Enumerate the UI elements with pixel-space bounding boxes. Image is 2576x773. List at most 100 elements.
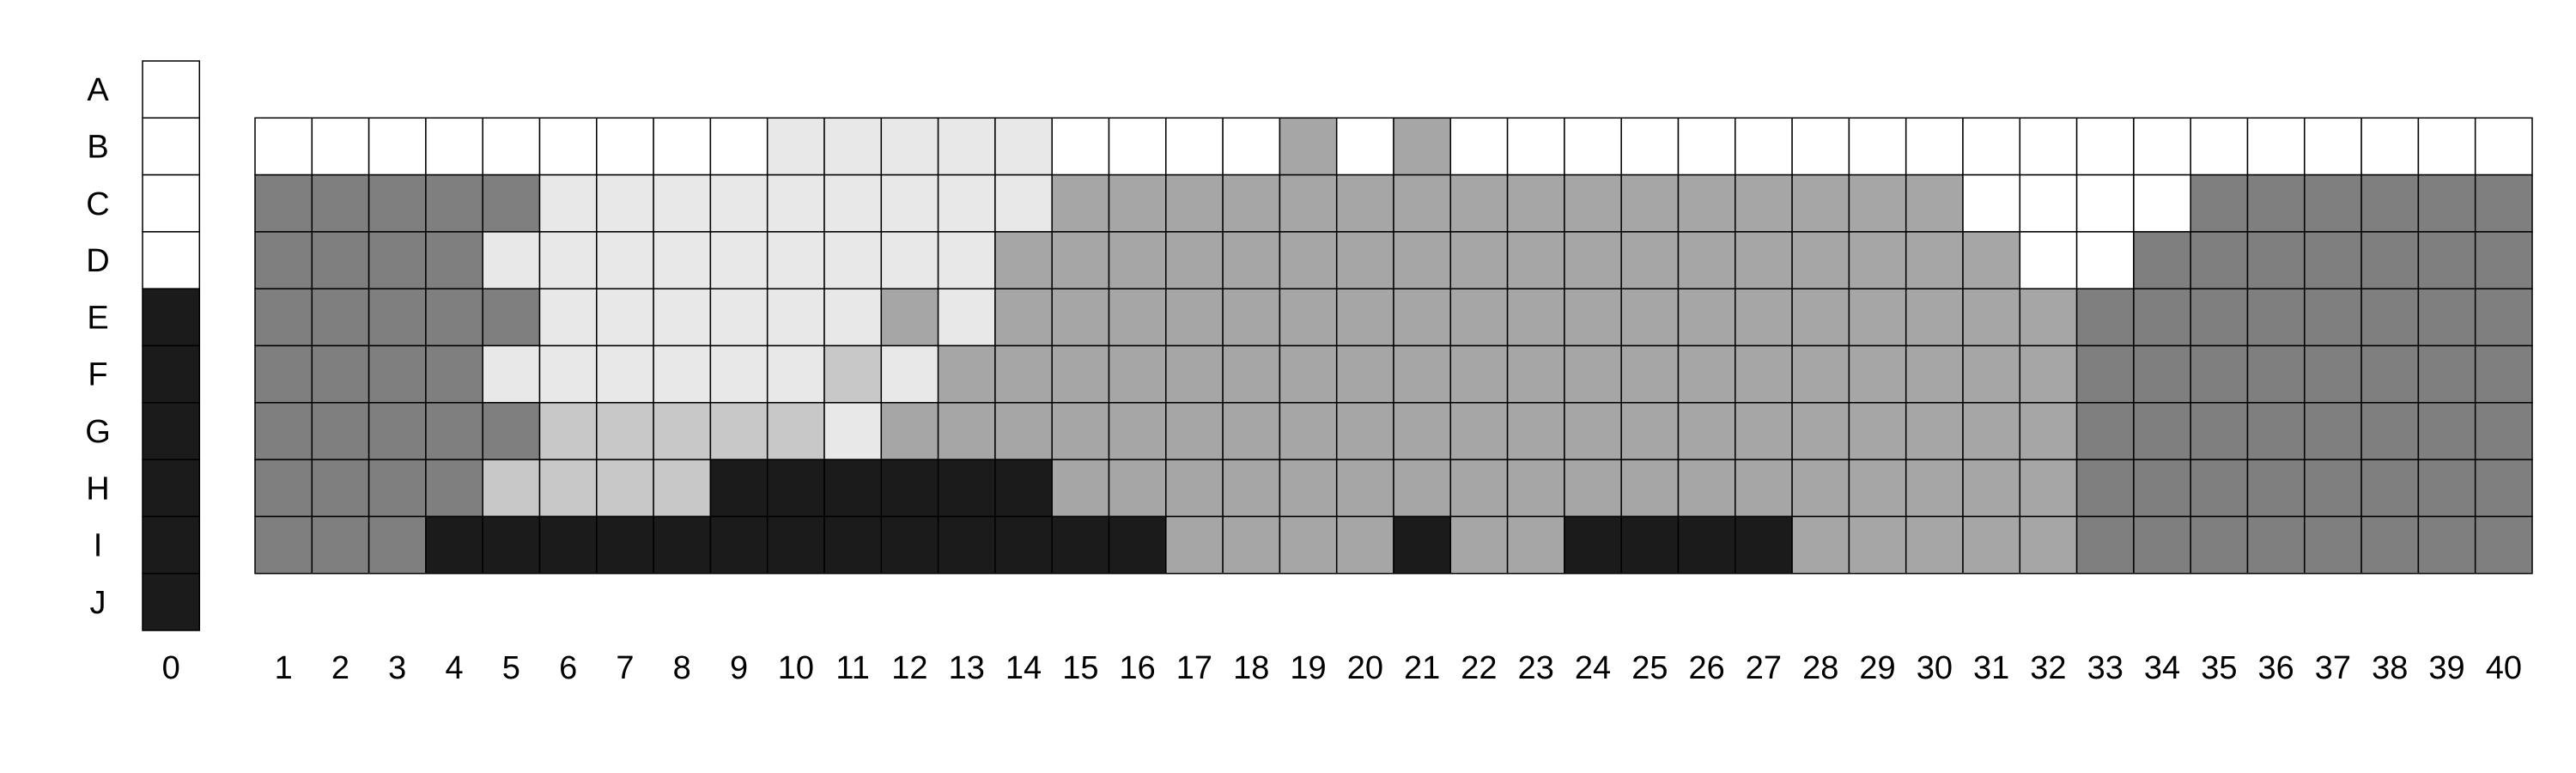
heatmap-cell-g-10: [766, 402, 825, 460]
heatmap-cell-h-38: [2360, 459, 2420, 518]
heatmap-cell-f-2: [311, 344, 370, 404]
heatmap-cell-h-13: [937, 459, 996, 518]
heatmap-cell-d-34: [2133, 231, 2191, 289]
heatmap-cell-e-25: [1620, 288, 1680, 347]
heatmap-cell-h-26: [1677, 459, 1736, 518]
plate-grid: [254, 117, 2533, 575]
column-label-22: 22: [1461, 650, 1497, 686]
heatmap-cell-h-30: [1905, 459, 1964, 518]
column-label-40: 40: [2486, 650, 2522, 686]
heatmap-cell-h-2: [311, 459, 370, 518]
heatmap-cell-d-25: [1620, 231, 1680, 289]
heatmap-cell-c-29: [1848, 173, 1907, 233]
heatmap-cell-c-38: [2360, 173, 2420, 233]
heatmap-cell-g-34: [2133, 402, 2191, 460]
heatmap-cell-c-9: [709, 173, 769, 233]
heatmap-cell-g-14: [994, 402, 1053, 460]
heatmap-cell-c-37: [2304, 173, 2362, 233]
heatmap-cell-f-13: [937, 344, 996, 404]
heatmap-cell-c-16: [1108, 173, 1167, 233]
heatmap-cell-c-10: [766, 173, 825, 233]
heatmap-cell-d-20: [1335, 231, 1394, 289]
heatmap-cell-i-4: [425, 515, 483, 575]
column-label-3: 3: [388, 650, 406, 686]
heatmap-cell-h-40: [2474, 459, 2533, 518]
heatmap-cell-c-36: [2246, 173, 2306, 233]
heatmap-cell-c-1: [254, 173, 313, 233]
heatmap-cell-i-38: [2360, 515, 2420, 575]
heatmap-cell-b-5: [482, 117, 541, 176]
heatmap-cell-c-14: [994, 173, 1053, 233]
heatmap-cell-d-22: [1449, 231, 1509, 289]
column-label-28: 28: [1802, 650, 1838, 686]
heatmap-cell-g-18: [1222, 402, 1281, 460]
heatmap-cell-f-12: [880, 344, 939, 404]
heatmap-cell-d-12: [880, 231, 939, 289]
column-label-19: 19: [1290, 650, 1326, 686]
heatmap-cell-g-25: [1620, 402, 1680, 460]
heatmap-cell-c-28: [1791, 173, 1850, 233]
heatmap-cell-g-38: [2360, 402, 2420, 460]
row-label-a: A: [87, 72, 109, 108]
heatmap-cell-d-2: [311, 231, 370, 289]
reference-column: [142, 60, 201, 631]
reference-cell-g: [142, 402, 201, 460]
heatmap-cell-d-29: [1848, 231, 1907, 289]
heatmap-cell-c-15: [1051, 173, 1110, 233]
heatmap-cell-d-14: [994, 231, 1053, 289]
heatmap-cell-d-18: [1222, 231, 1281, 289]
heatmap-cell-b-29: [1848, 117, 1907, 176]
heatmap-cell-f-18: [1222, 344, 1281, 404]
heatmap-cell-f-17: [1165, 344, 1224, 404]
heatmap-cell-d-8: [653, 231, 712, 289]
heatmap-cell-b-17: [1165, 117, 1224, 176]
heatmap-cell-c-13: [937, 173, 996, 233]
heatmap-cell-i-18: [1222, 515, 1281, 575]
heatmap-cell-d-23: [1506, 231, 1565, 289]
heatmap-cell-b-12: [880, 117, 939, 176]
heatmap-cell-e-2: [311, 288, 370, 347]
heatmap-cell-b-16: [1108, 117, 1167, 176]
heatmap-cell-h-4: [425, 459, 483, 518]
heatmap-cell-f-20: [1335, 344, 1394, 404]
reference-cell-a: [142, 60, 201, 119]
heatmap-cell-g-13: [937, 402, 996, 460]
heatmap-cell-f-7: [596, 344, 654, 404]
heatmap-cell-f-11: [823, 344, 883, 404]
reference-cell-c: [142, 173, 201, 233]
column-label-33: 33: [2087, 650, 2123, 686]
heatmap-cell-c-8: [653, 173, 712, 233]
heatmap-cell-e-37: [2304, 288, 2362, 347]
row-label-j: J: [90, 585, 106, 621]
heatmap-cell-g-23: [1506, 402, 1565, 460]
heatmap-cell-g-30: [1905, 402, 1964, 460]
heatmap-cell-d-7: [596, 231, 654, 289]
heatmap-cell-c-7: [596, 173, 654, 233]
column-label-20: 20: [1347, 650, 1383, 686]
heatmap-cell-e-13: [937, 288, 996, 347]
heatmap-cell-e-18: [1222, 288, 1281, 347]
heatmap-cell-b-6: [538, 117, 598, 176]
heatmap-cell-h-8: [653, 459, 712, 518]
heatmap-cell-c-34: [2133, 173, 2191, 233]
heatmap-cell-e-38: [2360, 288, 2420, 347]
heatmap-cell-d-3: [368, 231, 427, 289]
heatmap-cell-i-39: [2417, 515, 2476, 575]
heatmap-cell-d-13: [937, 231, 996, 289]
heatmap-cell-g-5: [482, 402, 541, 460]
heatmap-cell-b-33: [2075, 117, 2135, 176]
heatmap-cell-b-21: [1393, 117, 1452, 176]
heatmap-cell-b-7: [596, 117, 654, 176]
heatmap-cell-d-9: [709, 231, 769, 289]
heatmap-cell-d-5: [482, 231, 541, 289]
heatmap-cell-h-17: [1165, 459, 1224, 518]
heatmap-cell-f-29: [1848, 344, 1907, 404]
heatmap-cell-f-26: [1677, 344, 1736, 404]
heatmap-cell-g-1: [254, 402, 313, 460]
heatmap-cell-h-37: [2304, 459, 2362, 518]
heatmap-cell-h-11: [823, 459, 883, 518]
heatmap-cell-f-31: [1962, 344, 2021, 404]
heatmap-cell-g-6: [538, 402, 598, 460]
heatmap-cell-e-33: [2075, 288, 2135, 347]
column-label-30: 30: [1917, 650, 1953, 686]
